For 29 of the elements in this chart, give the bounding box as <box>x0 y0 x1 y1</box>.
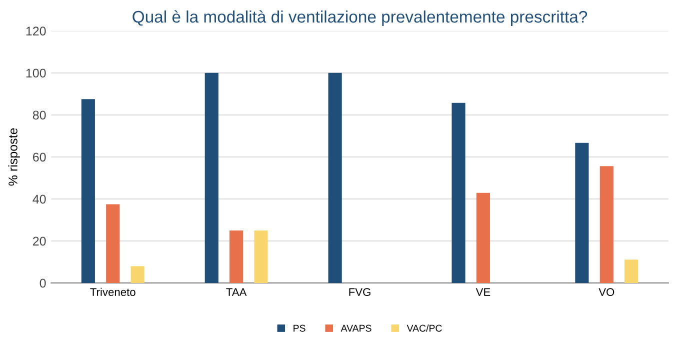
bar <box>452 102 466 283</box>
y-axis-title: % risposte <box>8 128 20 186</box>
bar <box>106 204 120 283</box>
legend-label: PS <box>294 324 306 332</box>
bar <box>575 142 589 283</box>
bar <box>230 230 244 283</box>
y-tick-label: 0 <box>40 278 46 288</box>
y-tick-label: 20 <box>33 236 46 246</box>
bar <box>600 166 614 283</box>
legend-label: AVAPS <box>340 324 372 332</box>
y-tick-label: 100 <box>26 68 46 78</box>
x-tick-label: VO <box>598 288 614 296</box>
x-tick-label: VE <box>476 288 490 296</box>
y-tick-label: 60 <box>33 152 46 162</box>
chart-title: Qual è la modalità di ventilazione prevalentemente prescritta? <box>132 10 588 26</box>
y-tick-label: 80 <box>32 110 46 120</box>
x-tick-label: TAA <box>226 288 247 296</box>
bar <box>81 99 95 283</box>
bar <box>624 260 638 283</box>
bar <box>204 72 218 283</box>
legend-label: VAC/PC <box>406 324 442 332</box>
y-tick-label: 40 <box>32 194 46 204</box>
bar <box>254 230 268 283</box>
bar <box>476 192 490 283</box>
x-tick-label: Triveneto <box>90 288 136 296</box>
y-tick-label: 120 <box>26 26 46 36</box>
bar <box>130 266 144 283</box>
bar <box>328 72 342 283</box>
x-tick-label: FVG <box>349 288 370 296</box>
